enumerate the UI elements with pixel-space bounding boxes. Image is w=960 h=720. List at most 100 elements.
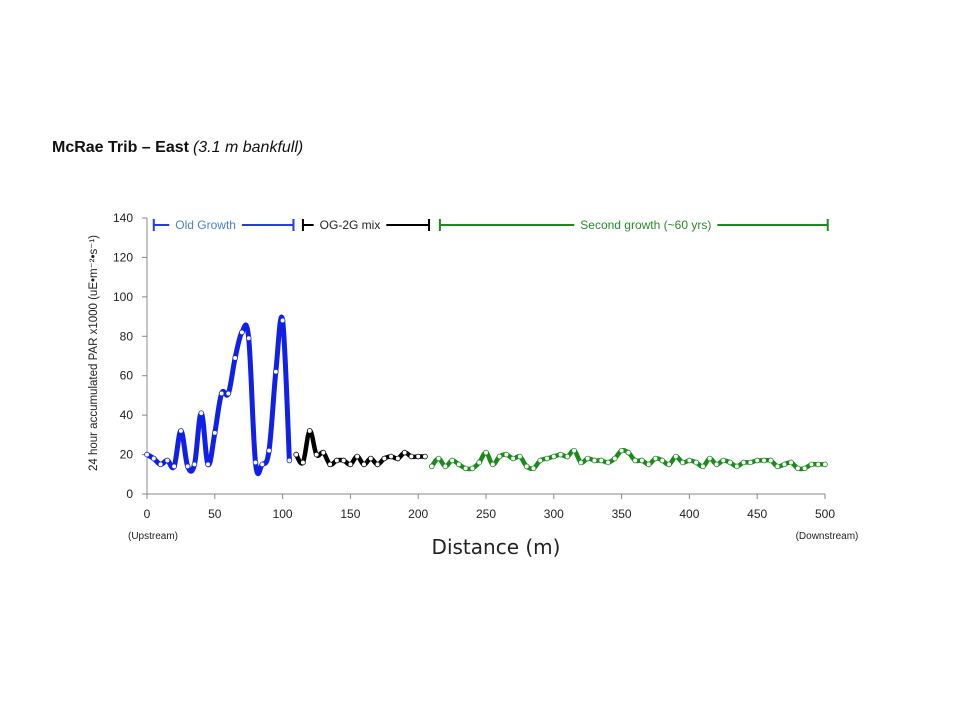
data-point [801, 465, 808, 472]
data-point [334, 457, 340, 464]
data-point [483, 449, 489, 456]
data-point [754, 457, 760, 464]
data-point [388, 453, 394, 460]
data-point [584, 455, 591, 462]
data-point [510, 455, 516, 462]
data-point [700, 463, 706, 470]
data-point [781, 461, 788, 468]
data-point [347, 461, 354, 468]
data-point [442, 463, 449, 470]
data-point [178, 428, 184, 434]
data-point [273, 368, 279, 375]
data-point [618, 447, 625, 454]
data-point [306, 428, 313, 434]
upstream-label: (Upstream) [128, 531, 178, 542]
data-point [184, 463, 191, 470]
y-tick-label: 60 [120, 369, 134, 383]
chart-title: McRae Trib – East (3.1 m bankfull) [52, 139, 303, 157]
data-point [550, 453, 557, 460]
data-point [212, 430, 218, 436]
data-point [361, 461, 367, 468]
data-point [245, 335, 252, 342]
data-point [449, 457, 455, 464]
data-point [679, 459, 686, 466]
y-tick-label: 120 [113, 250, 133, 264]
x-tick-label: 500 [815, 507, 835, 521]
data-point [286, 457, 293, 464]
data-point [218, 390, 225, 397]
data-point [150, 455, 157, 462]
data-point [279, 317, 286, 324]
data-point [489, 461, 496, 468]
chart-title-main: McRae Trib – East [52, 139, 189, 156]
data-point [808, 461, 815, 468]
data-point [205, 461, 211, 468]
data-point [157, 461, 164, 468]
data-point [747, 459, 754, 466]
y-tick-label: 40 [120, 408, 134, 422]
data-point [578, 459, 584, 466]
y-axis-title: 24 hour accumulated PAR x1000 (uE•m⁻²•s⁻… [88, 235, 100, 471]
data-point [496, 453, 503, 460]
data-point [598, 457, 605, 464]
data-point [591, 457, 598, 464]
data-point [252, 459, 259, 466]
x-tick-label: 350 [612, 507, 632, 521]
data-point [462, 465, 469, 472]
axis-labels: 0 20 40 60 80 100 120 140 0 50 100 150 200 250 300 350 4… [88, 211, 858, 559]
data-point [645, 461, 652, 468]
segment-bracket-2: OG-2G mix [301, 218, 431, 232]
data-point [320, 449, 327, 456]
data-point [612, 455, 618, 462]
data-point [428, 463, 435, 470]
data-point [605, 459, 611, 466]
data-point [171, 463, 177, 470]
data-point [659, 457, 666, 464]
data-point [625, 449, 632, 456]
x-tick-label: 0 [144, 507, 151, 521]
data-point [727, 459, 733, 466]
data-point [198, 410, 205, 416]
data-point [523, 463, 530, 470]
data-point [476, 459, 483, 466]
data-point [225, 390, 232, 397]
data-point [767, 457, 774, 464]
x-axis-title: Distance (m) [432, 535, 561, 559]
segment-bracket-1: Old Growth [152, 218, 295, 232]
x-tick-label: 150 [340, 507, 360, 521]
data-point [415, 453, 422, 460]
data-point [259, 461, 266, 468]
data-point [381, 455, 388, 462]
segment-brackets: Old Growth OG-2G mix Second growth (~60 yr… [152, 218, 829, 232]
data-point [632, 457, 638, 464]
data-point [713, 461, 720, 468]
y-tick-label: 140 [113, 211, 133, 225]
y-tick-label: 100 [113, 290, 133, 304]
x-tick-label: 250 [476, 507, 496, 521]
x-tick-label: 400 [679, 507, 699, 521]
data-point [720, 457, 727, 464]
series-points [144, 317, 828, 472]
chart-axes [142, 217, 826, 499]
data-point [537, 457, 544, 464]
y-tick-label: 80 [120, 329, 134, 343]
chart-title-sub: (3.1 m bankfull) [192, 139, 304, 156]
data-point [164, 457, 171, 464]
data-point [686, 457, 693, 464]
data-point [300, 459, 306, 466]
data-point [774, 463, 781, 470]
data-point [435, 455, 442, 462]
data-point [530, 465, 537, 472]
data-point [293, 451, 299, 458]
data-point [822, 461, 828, 468]
data-point [354, 453, 360, 460]
data-point [340, 457, 347, 464]
segment-label: Second growth (~60 yrs) [580, 218, 711, 232]
data-point [734, 463, 740, 470]
data-point [503, 451, 510, 458]
data-point [693, 459, 699, 466]
data-point [401, 449, 408, 456]
data-point [313, 451, 320, 458]
x-tick-label: 450 [747, 507, 767, 521]
segment-label: OG-2G mix [320, 218, 381, 232]
